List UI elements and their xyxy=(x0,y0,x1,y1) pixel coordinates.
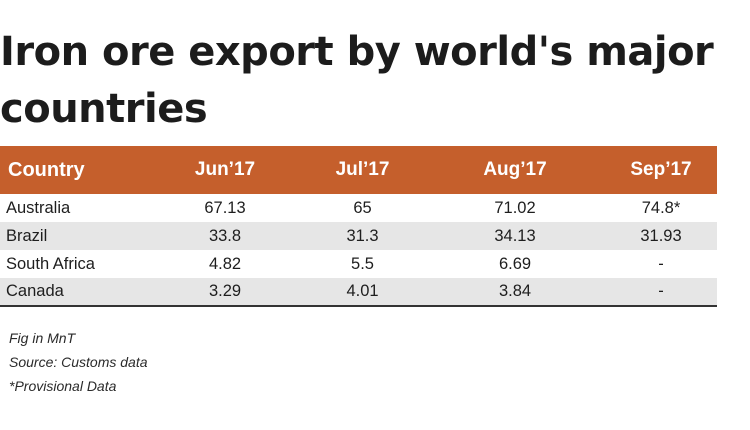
value-cell: 67.13 xyxy=(204,198,246,217)
footnotes: Fig in MnT Source: Customs data *Provisi… xyxy=(9,326,148,398)
country-cell: South Africa xyxy=(6,254,95,273)
value-cell: 74.8* xyxy=(641,198,681,217)
unit-note: Fig in MnT xyxy=(9,330,76,346)
table-row: Brazil 33.8 31.3 34.13 31.93 xyxy=(0,222,717,250)
provisional-note: *Provisional Data xyxy=(9,378,117,394)
column-header-country: Country xyxy=(8,158,85,181)
column-header-jul17: Jul’17 xyxy=(335,159,390,180)
value-cell: 65 xyxy=(353,198,372,217)
value-cell: 4.82 xyxy=(208,254,242,273)
value-cell: 3.84 xyxy=(425,278,605,307)
value-cell: 4.01 xyxy=(300,278,425,307)
value-cell: 71.02 xyxy=(494,198,536,217)
source-note: Source: Customs data xyxy=(9,354,148,370)
value-cell: 6.69 xyxy=(498,254,532,273)
value-cell: - xyxy=(658,254,664,273)
column-header-aug17: Aug’17 xyxy=(483,159,547,180)
table-row: South Africa 4.82 5.5 6.69 - xyxy=(0,250,717,278)
country-cell: Canada xyxy=(0,278,150,307)
chart-title: Iron ore export by world's major countri… xyxy=(0,29,714,132)
country-cell: Brazil xyxy=(6,226,48,245)
value-cell: 31.3 xyxy=(346,226,379,245)
value-cell: 3.29 xyxy=(150,278,300,307)
value-cell: 33.8 xyxy=(208,226,242,245)
value-cell: 5.5 xyxy=(351,254,374,273)
table-row: Canada 3.29 4.01 3.84 - xyxy=(0,278,717,307)
table-header-row: Country Jun’17 Jul’17 Aug’17 Sep’17 xyxy=(0,146,717,194)
column-header-jun17: Jun’17 xyxy=(194,159,256,180)
column-header-sep17: Sep’17 xyxy=(630,159,692,180)
table-row: Australia 67.13 65 71.02 74.8* xyxy=(0,194,717,222)
value-cell: - xyxy=(605,278,717,307)
export-table: Country Jun’17 Jul’17 Aug’17 Sep’17 Aust… xyxy=(0,146,717,307)
value-cell: 31.93 xyxy=(640,226,682,245)
country-cell: Australia xyxy=(6,198,71,217)
value-cell: 34.13 xyxy=(494,226,536,245)
